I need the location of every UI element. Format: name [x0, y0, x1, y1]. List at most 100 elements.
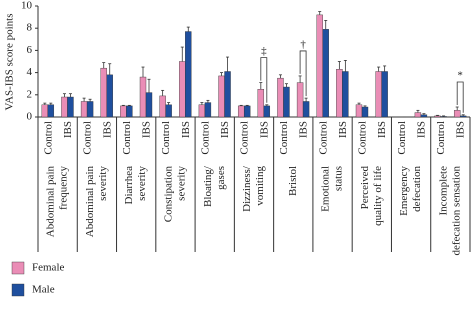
y-tick-label: 2: [27, 88, 33, 100]
group-label: Abdominal pain: [84, 166, 96, 238]
group-label: status: [333, 166, 345, 191]
annotation: *: [457, 70, 463, 82]
x-tick-label: IBS: [219, 121, 231, 138]
x-tick-label: IBS: [337, 121, 349, 138]
bar: [302, 101, 310, 118]
bar: [361, 106, 369, 118]
group-label: Abdominal pain: [45, 166, 57, 238]
y-tick-label: 6: [27, 44, 33, 56]
bar: [126, 105, 133, 118]
annotation: ‡: [261, 45, 267, 57]
group-label: Bristol: [287, 166, 299, 196]
bar: [165, 104, 172, 118]
group-label: defecation sensation: [450, 166, 462, 256]
bar: [283, 86, 290, 118]
bar: [237, 105, 245, 118]
group-label: Dizziness/: [241, 165, 253, 212]
x-tick-label: Control: [317, 121, 329, 155]
x-tick-label: IBS: [141, 121, 153, 138]
bar: [61, 96, 68, 118]
x-tick-label: IBS: [376, 121, 388, 138]
bar: [41, 104, 49, 118]
bar: [453, 110, 461, 118]
bar: [296, 82, 304, 118]
x-tick-label: Control: [199, 121, 211, 155]
group-label: Emotional: [320, 166, 332, 212]
group-label: Perceived: [359, 166, 371, 210]
legend-swatch: [11, 261, 25, 275]
bar: [80, 101, 88, 118]
group-label: gases: [215, 166, 227, 190]
x-tick-label: IBS: [455, 121, 467, 138]
bar: [257, 89, 265, 118]
bar: [47, 104, 55, 118]
bar: [179, 61, 186, 118]
x-tick-label: IBS: [62, 121, 74, 138]
bar: [375, 71, 382, 118]
group-label: severity: [97, 166, 109, 201]
group-label: Diarrhea: [123, 166, 135, 205]
bar: [185, 31, 192, 118]
annotation: †: [300, 38, 306, 50]
bar: [434, 115, 441, 118]
bar: [139, 76, 147, 118]
legend-label: Male: [32, 284, 55, 296]
y-tick-label: 8: [27, 22, 33, 34]
bar: [316, 14, 323, 118]
bar: [440, 116, 447, 118]
bar: [120, 105, 127, 118]
legend-swatch: [11, 283, 25, 297]
x-tick-label: Control: [435, 121, 447, 155]
x-tick-label: IBS: [180, 121, 192, 138]
group-label: Emergency: [398, 166, 410, 216]
bar: [342, 71, 349, 118]
x-tick-label: Control: [278, 121, 290, 155]
x-tick-label: IBS: [415, 121, 427, 138]
significance-bracket: [299, 50, 307, 97]
bar: [198, 104, 206, 118]
x-tick-label: IBS: [258, 121, 270, 138]
x-tick-label: IBS: [101, 121, 113, 138]
bar: [106, 74, 113, 118]
x-tick-label: Control: [121, 121, 133, 155]
bar: [218, 75, 225, 118]
bar: [277, 77, 284, 118]
group-label: vomiting: [254, 166, 266, 206]
bar: [459, 115, 467, 118]
group-label: Constipation: [162, 166, 174, 223]
group-label: quality of life: [372, 166, 384, 226]
y-tick-label: 0: [27, 111, 33, 123]
bar: [263, 105, 271, 118]
significance-bracket: [456, 81, 464, 113]
y-tick-label: 4: [27, 66, 33, 78]
x-tick-label: Control: [82, 121, 94, 155]
bar: [355, 104, 363, 118]
group-label: Bloating/: [202, 165, 214, 207]
group-label: frequency: [58, 166, 70, 210]
x-tick-label: Control: [357, 121, 369, 155]
x-tick-label: Control: [396, 121, 408, 155]
group-label: Incomplete: [437, 166, 449, 216]
x-tick-label: Control: [239, 121, 251, 155]
group-label: severity: [136, 166, 148, 201]
x-tick-label: Control: [160, 121, 172, 155]
y-axis-label: VAS-IBS score points: [4, 14, 16, 111]
group-label: severity: [175, 166, 187, 201]
bar: [86, 101, 94, 118]
bar: [414, 112, 422, 118]
legend-label: Female: [32, 262, 64, 274]
bar: [159, 95, 166, 118]
bar: [381, 71, 388, 118]
bar: [336, 69, 343, 118]
bar: [243, 105, 251, 118]
bar: [145, 92, 153, 118]
x-tick-label: IBS: [298, 121, 310, 138]
significance-bracket: [260, 57, 268, 103]
bar: [224, 71, 231, 118]
y-tick-label: 10: [21, 0, 33, 12]
bar: [67, 96, 74, 118]
group-label: defecation: [411, 166, 423, 212]
bar: [420, 114, 428, 118]
bar: [322, 29, 329, 118]
